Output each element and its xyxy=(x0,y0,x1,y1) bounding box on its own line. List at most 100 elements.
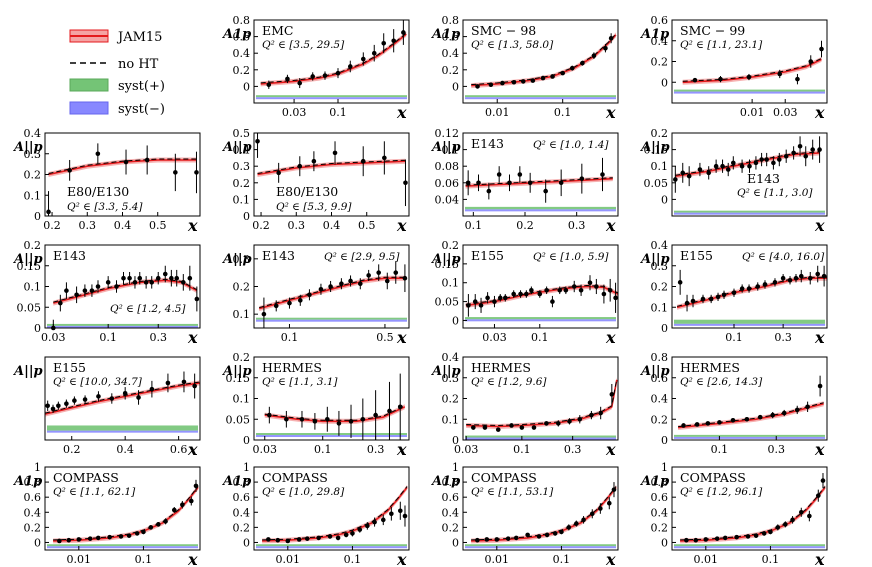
q2-range-label: Q² ∈ [5.3, 9.9] xyxy=(276,201,352,213)
y-tick-label: 0.2 xyxy=(24,169,42,182)
data-point xyxy=(777,157,782,162)
x-tick-label: 0.01 xyxy=(276,553,301,566)
q2-range-label: Q² ∈ [1.1, 3.1] xyxy=(262,376,338,388)
x-tick-label: 0.2 xyxy=(63,443,81,456)
data-point xyxy=(261,311,267,317)
data-point xyxy=(783,522,788,527)
syst-minus-band xyxy=(47,430,198,433)
x-axis-label: x xyxy=(605,440,616,459)
data-point xyxy=(608,35,614,41)
data-point xyxy=(552,531,558,536)
data-point xyxy=(149,280,155,285)
x-tick-label: 0.1 xyxy=(711,443,729,456)
data-point xyxy=(357,281,363,287)
x-axis-label: x xyxy=(814,550,825,567)
data-point xyxy=(365,523,370,529)
q2-range-label: Q² ∈ [1.1, 62.1] xyxy=(53,486,136,498)
x-axis-label: x xyxy=(814,103,825,122)
data-point xyxy=(746,286,752,291)
jam15-band xyxy=(677,275,827,310)
data-point xyxy=(577,416,583,422)
noht-curve xyxy=(257,159,406,174)
experiment-label: E155 xyxy=(53,360,86,375)
q2-range-label: Q² ∈ [1.0, 1.4] xyxy=(533,139,609,151)
data-point xyxy=(335,535,341,541)
data-point xyxy=(772,280,778,285)
x-tick-label: 0.01 xyxy=(740,106,765,119)
x-axis-label: x xyxy=(605,328,616,347)
x-tick-label: 0.3 xyxy=(568,219,586,232)
data-point xyxy=(156,522,161,527)
x-tick-label: 0.3 xyxy=(149,331,167,344)
q2-range-label: Q² ∈ [3.3, 5.4] xyxy=(67,201,143,213)
y-tick-label: 0.2 xyxy=(442,521,460,534)
y-axis-label: A||p xyxy=(639,140,670,155)
data-point xyxy=(594,284,599,289)
y-tick-label: 0 xyxy=(661,322,668,335)
syst-plus-band xyxy=(465,544,616,547)
plot-frame xyxy=(462,132,619,217)
x-axis-label: x xyxy=(814,216,825,235)
data-point xyxy=(744,416,750,422)
data-point xyxy=(569,65,575,71)
data-point xyxy=(482,425,488,430)
syst-plus-band xyxy=(674,210,825,213)
q2-range-label: Q² ∈ [1.0, 29.8] xyxy=(262,486,345,498)
data-point xyxy=(497,295,503,301)
y-tick-label: 1 xyxy=(34,461,41,474)
x-axis-label: x xyxy=(187,328,198,347)
x-tick-label: 0.1 xyxy=(314,443,332,456)
y-tick-label: 0.2 xyxy=(651,281,669,294)
data-point xyxy=(495,427,501,432)
data-point xyxy=(768,529,773,535)
experiment-label: E155 xyxy=(680,248,713,263)
data-point xyxy=(591,53,597,58)
data-point xyxy=(761,531,767,536)
syst-minus-band xyxy=(256,435,407,438)
data-point xyxy=(162,271,168,277)
data-point xyxy=(557,287,563,293)
data-point xyxy=(700,296,706,302)
jam15-curve xyxy=(48,159,197,176)
x-tick-label: 0.3 xyxy=(367,443,385,456)
y-tick-label: 0.1 xyxy=(24,281,42,294)
data-point xyxy=(371,50,377,56)
y-axis-label: A||p xyxy=(12,140,43,155)
data-point xyxy=(327,534,333,539)
jam15-band xyxy=(259,275,405,312)
plot-frame xyxy=(462,466,619,551)
x-axis-label: x xyxy=(605,550,616,567)
data-point xyxy=(815,493,821,498)
data-point xyxy=(598,506,603,511)
data-point xyxy=(808,59,814,64)
data-point xyxy=(703,537,709,542)
x-tick-label: 0.03 xyxy=(482,331,507,344)
data-point xyxy=(46,209,51,215)
data-point xyxy=(136,395,141,400)
syst-minus-band xyxy=(674,323,825,326)
data-point xyxy=(544,532,550,538)
data-point xyxy=(793,275,799,281)
y-tick-label: 0.4 xyxy=(651,506,669,519)
y-tick-label: 0 xyxy=(243,80,250,93)
data-point xyxy=(718,76,723,82)
data-point xyxy=(66,537,72,543)
data-point xyxy=(505,536,511,541)
y-tick-label: 1 xyxy=(452,461,459,474)
y-tick-label: 0 xyxy=(661,536,668,549)
data-point xyxy=(318,286,324,292)
panel-e143c: 0 0.05 0.1 0.15 0.2 0.03 0.1 0.3 x A||p E143 Q² ∈ [… xyxy=(12,239,201,347)
experiment-label: HERMES xyxy=(680,360,740,375)
panel-e155b: 0 0.1 0.2 0.3 0.4 0.1 0.3 x A||p E155 Q² ∈ [4.0, 1… xyxy=(639,239,828,347)
data-point xyxy=(397,508,403,514)
y-tick-label: 0.4 xyxy=(651,35,669,48)
jam15-curve xyxy=(465,285,619,307)
syst-plus-band xyxy=(256,433,407,436)
q2-range-label: Q² ∈ [1.1, 23.1] xyxy=(680,39,763,51)
x-tick-label: 0.1 xyxy=(725,331,743,344)
panel-e143a: 0.04 0.06 0.08 0.1 0.12 0.1 0.2 0.3 x A||p E143 Q² … xyxy=(430,127,619,235)
x-tick-label: 0.03 xyxy=(252,443,277,456)
